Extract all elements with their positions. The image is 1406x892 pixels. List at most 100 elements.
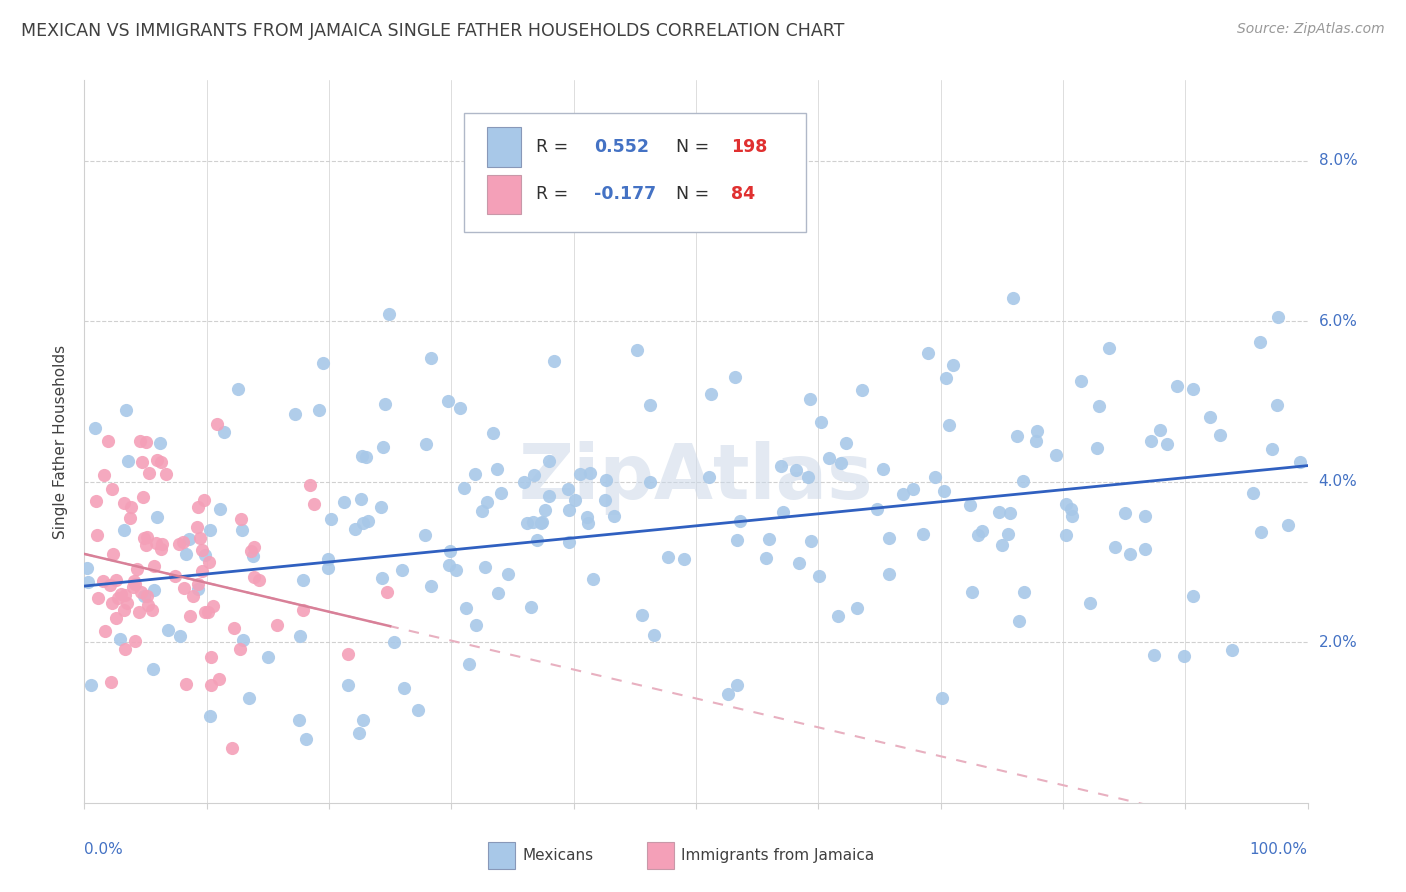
Point [522, 467, 544, 482]
Point [353, 516, 375, 530]
Point [1181, 382, 1204, 396]
Point [112, 496, 135, 510]
Point [439, 544, 461, 558]
Point [370, 500, 392, 515]
Point [489, 486, 512, 500]
Point [564, 493, 586, 508]
Point [444, 563, 467, 577]
Point [318, 560, 340, 574]
Point [1199, 409, 1222, 424]
Point [112, 603, 135, 617]
Point [114, 523, 136, 537]
Point [343, 522, 366, 536]
Point [371, 441, 394, 455]
Point [827, 609, 849, 624]
Point [626, 343, 648, 357]
Point [558, 535, 581, 549]
Point [699, 469, 721, 483]
Point [413, 528, 436, 542]
Text: 100.0%: 100.0% [1250, 842, 1308, 856]
Point [1209, 428, 1232, 442]
Point [156, 623, 179, 637]
Point [229, 642, 252, 657]
Point [530, 516, 553, 530]
Point [76, 561, 98, 575]
Point [1265, 398, 1288, 412]
Text: N =: N = [676, 186, 716, 203]
Point [354, 450, 377, 464]
Point [581, 572, 603, 586]
Point [105, 611, 128, 625]
Point [772, 505, 794, 519]
Point [1133, 541, 1156, 556]
Point [124, 634, 146, 648]
Point [128, 434, 150, 448]
Point [131, 455, 153, 469]
Point [207, 417, 229, 431]
Point [579, 467, 602, 481]
Point [177, 532, 200, 546]
Point [1001, 292, 1024, 306]
Point [242, 549, 264, 563]
Point [125, 562, 148, 576]
Point [799, 392, 821, 407]
Text: 84: 84 [731, 186, 755, 203]
Text: Source: ZipAtlas.com: Source: ZipAtlas.com [1237, 22, 1385, 37]
Point [516, 516, 538, 531]
Point [352, 713, 374, 727]
Point [169, 629, 191, 643]
Point [98, 577, 121, 591]
Point [191, 543, 214, 558]
Point [1267, 310, 1289, 324]
Point [725, 678, 748, 692]
FancyBboxPatch shape [647, 842, 673, 870]
Point [172, 534, 194, 549]
Point [86, 528, 108, 542]
Point [136, 598, 159, 612]
Point [141, 603, 163, 617]
Point [350, 491, 373, 506]
Point [122, 580, 145, 594]
Point [797, 470, 820, 484]
Point [1054, 497, 1077, 511]
Point [173, 582, 195, 596]
Point [191, 564, 214, 578]
Point [962, 585, 984, 599]
Point [114, 641, 136, 656]
Point [304, 497, 326, 511]
Point [557, 502, 579, 516]
Text: Immigrants from Jamaica: Immigrants from Jamaica [682, 848, 875, 863]
Point [593, 493, 616, 508]
Point [104, 573, 127, 587]
Point [717, 687, 740, 701]
Point [97, 434, 120, 448]
Point [1289, 455, 1312, 469]
Point [181, 589, 204, 603]
Point [138, 466, 160, 480]
Point [143, 559, 166, 574]
Point [132, 490, 155, 504]
Point [576, 516, 599, 530]
Point [378, 307, 401, 321]
Point [1277, 517, 1299, 532]
Point [932, 483, 955, 498]
Point [1007, 429, 1029, 443]
Point [347, 725, 370, 739]
Point [924, 470, 946, 484]
Point [242, 540, 264, 554]
Point [256, 650, 278, 665]
Point [229, 511, 252, 525]
Point [1220, 643, 1243, 657]
Point [1026, 424, 1049, 438]
Point [1104, 540, 1126, 554]
Point [520, 599, 543, 614]
Point [135, 589, 157, 603]
Point [240, 544, 263, 558]
Point [209, 501, 232, 516]
Point [114, 588, 136, 602]
Point [391, 563, 413, 577]
Text: Mexicans: Mexicans [522, 848, 593, 863]
Point [150, 454, 173, 468]
Point [730, 514, 752, 528]
Point [1098, 341, 1121, 355]
